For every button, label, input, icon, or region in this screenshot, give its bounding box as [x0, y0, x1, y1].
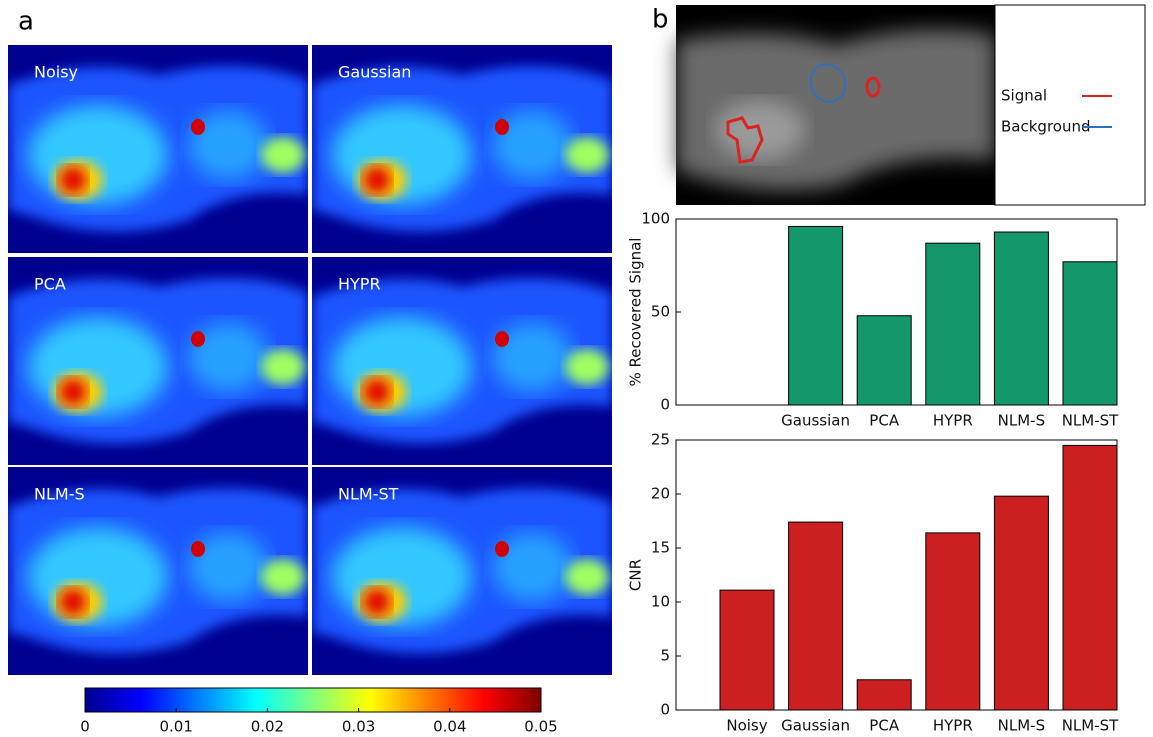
colorbar-tick-label: 0 — [80, 718, 90, 736]
x-tick-label: NLM-ST — [1062, 412, 1119, 430]
colorbar: 0 0.01 0.02 0.03 0.04 0.05 — [80, 687, 558, 736]
image-grid: Noisy Gaussian PCA HYPR NLM-S NLM-ST — [8, 45, 612, 675]
x-tick-label: HYPR — [933, 412, 973, 430]
x-tick-label: PCA — [869, 717, 900, 735]
panel-label: a — [18, 7, 34, 37]
colorbar-tick-label: 0.05 — [524, 718, 557, 736]
y-tick-label: 20 — [651, 485, 670, 503]
bar — [788, 225, 844, 406]
y-tick-label: 0 — [660, 396, 670, 414]
bar — [719, 589, 775, 711]
x-tick-label: NLM-S — [998, 717, 1045, 735]
y-tick-label: 100 — [641, 210, 670, 228]
image-label: Gaussian — [338, 63, 411, 82]
y-tick-label: 0 — [660, 701, 670, 719]
bar — [925, 532, 981, 711]
image-label: HYPR — [338, 275, 381, 294]
bar — [856, 679, 912, 711]
image-label: Noisy — [34, 63, 78, 82]
image-panel: Gaussian — [312, 45, 612, 253]
y-tick-label: 50 — [651, 303, 670, 321]
colorbar-tick-label: 0.03 — [342, 718, 375, 736]
y-tick-label: 5 — [660, 647, 670, 665]
legend-label: Signal — [1001, 87, 1047, 105]
x-tick-label: Gaussian — [781, 717, 850, 735]
roi-image — [676, 4, 1146, 206]
image-label: NLM-S — [34, 485, 85, 504]
bar — [856, 315, 912, 406]
x-tick-label: NLM-S — [998, 412, 1045, 430]
x-tick-label: Noisy — [726, 717, 767, 735]
y-axis-label: % Recovered Signal — [627, 238, 645, 387]
image-panel: NLM-ST — [312, 467, 612, 675]
x-tick-label: PCA — [869, 412, 900, 430]
bar — [925, 242, 981, 406]
image-label: PCA — [34, 275, 66, 294]
y-tick-label: 15 — [651, 539, 670, 557]
colorbar-tick-label: 0.02 — [251, 718, 284, 736]
x-tick-label: NLM-ST — [1062, 717, 1119, 735]
bar — [788, 521, 844, 711]
image-panel: HYPR — [312, 257, 612, 465]
bar — [1062, 444, 1118, 711]
image-panel: Noisy — [8, 45, 308, 253]
image-label: NLM-ST — [338, 485, 399, 504]
bar — [993, 495, 1049, 711]
x-tick-label: HYPR — [933, 717, 973, 735]
bar — [993, 231, 1049, 406]
legend: Signal Background — [1001, 87, 1112, 136]
panel-label: b — [652, 5, 669, 35]
y-tick-label: 25 — [651, 431, 670, 449]
legend-label: Background — [1001, 118, 1091, 136]
colorbar-tick-label: 0.04 — [433, 718, 466, 736]
image-panel: PCA — [8, 257, 308, 465]
colorbar-tick-label: 0.01 — [159, 718, 192, 736]
bar — [1062, 261, 1118, 406]
y-axis-label: CNR — [627, 559, 645, 591]
y-tick-label: 10 — [651, 593, 670, 611]
image-panel: NLM-S — [8, 467, 308, 675]
x-tick-label: Gaussian — [781, 412, 850, 430]
colorbar-gradient — [84, 687, 542, 713]
